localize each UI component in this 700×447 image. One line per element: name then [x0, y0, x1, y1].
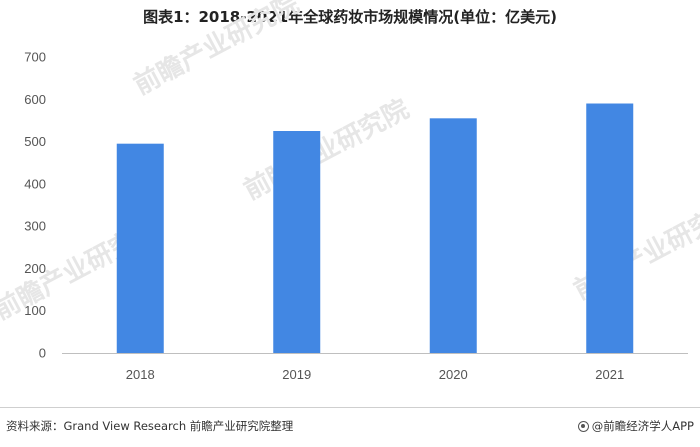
footer-divider: [0, 407, 700, 408]
y-tick-label: 200: [24, 261, 46, 276]
bar-2020: [429, 118, 477, 353]
x-tick-label: 2021: [595, 367, 624, 382]
watermark-text: 前瞻产业研究院: [129, 0, 304, 101]
y-tick-label: 700: [24, 50, 46, 65]
y-tick-label: 600: [24, 92, 46, 107]
bars-group: [116, 103, 634, 353]
brand-credit: @前瞻经济学人APP: [577, 418, 694, 434]
bar-2021: [586, 103, 634, 353]
y-tick-label: 0: [39, 346, 46, 361]
y-tick-label: 400: [24, 176, 46, 191]
y-tick-label: 100: [24, 303, 46, 318]
y-tick-label: 500: [24, 134, 46, 149]
bar-2019: [273, 131, 321, 353]
source-note: 资料来源：Grand View Research 前瞻产业研究院整理: [6, 419, 294, 433]
x-axis-ticks: 2018 2019 2020 2021: [126, 367, 624, 382]
brand-credit-text: @前瞻经济学人APP: [591, 419, 694, 433]
chart-title: 图表1：2018-2021年全球药妆市场规模情况(单位：亿美元): [143, 8, 557, 26]
x-tick-label: 2019: [282, 367, 311, 382]
x-tick-label: 2020: [439, 367, 468, 382]
watermark-text: 前瞻产业研究院: [239, 93, 414, 206]
y-tick-label: 300: [24, 219, 46, 234]
y-axis-ticks: 0 100 200 300 400 500 600 700: [24, 50, 46, 361]
x-tick-label: 2018: [126, 367, 155, 382]
brand-logo-icon: [577, 420, 589, 432]
bar-2018: [116, 143, 164, 353]
